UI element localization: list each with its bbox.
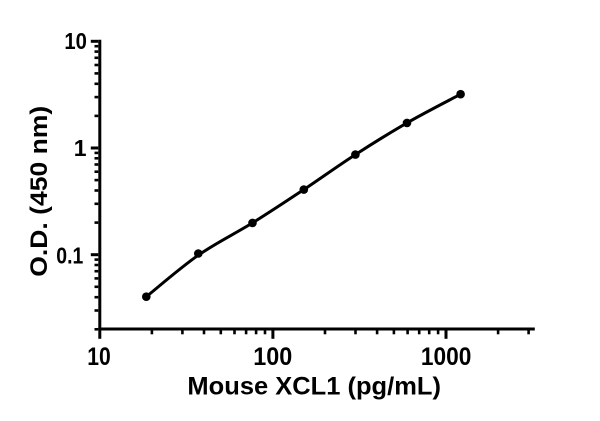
svg-text:100: 100 xyxy=(253,343,292,371)
svg-text:Mouse XCL1 (pg/mL): Mouse XCL1 (pg/mL) xyxy=(187,372,441,400)
svg-text:1: 1 xyxy=(74,135,87,161)
svg-text:0.1: 0.1 xyxy=(56,242,83,268)
svg-text:1000: 1000 xyxy=(421,343,472,371)
svg-text:10: 10 xyxy=(64,28,87,54)
svg-text:O.D. (450 nm): O.D. (450 nm) xyxy=(26,106,53,277)
svg-text:10: 10 xyxy=(87,343,111,371)
